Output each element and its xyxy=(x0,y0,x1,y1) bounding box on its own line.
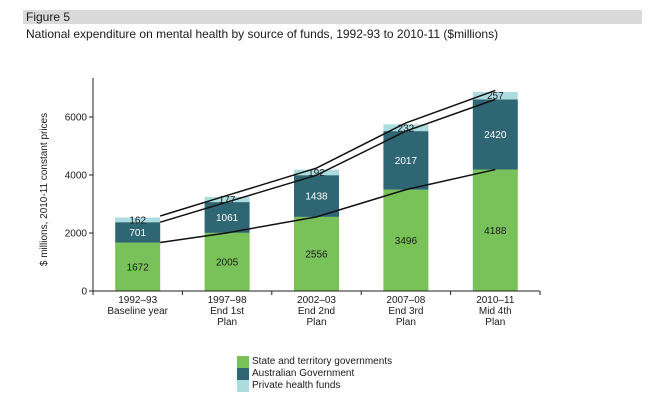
data-label-australian-4: 2420 xyxy=(484,130,507,141)
legend-item-private: Private health funds xyxy=(237,380,392,392)
x-tick-label-1-0: 1997–98 xyxy=(208,295,247,306)
data-label-state-4: 4188 xyxy=(484,226,507,237)
x-tick-label-3-1: End 3rd xyxy=(388,306,423,317)
y-tick-label-4000: 4000 xyxy=(65,171,88,182)
figure-label: Figure 5 xyxy=(26,10,71,24)
x-tick-label-3-0: 2007–08 xyxy=(386,295,425,306)
bar-private-3 xyxy=(383,124,429,132)
data-label-australian-0: 701 xyxy=(129,228,146,239)
y-axis-title: $ millions, 2010-11 constant prices xyxy=(39,113,50,266)
bar-state-1 xyxy=(204,232,250,291)
stacked-bar-chart: 1672 701 162 2005 1061 177 2556 1438 192 3496 2017… xyxy=(39,78,541,328)
x-tick-label-2-0: 2002–03 xyxy=(297,295,336,306)
x-tick-label-4-0: 2010–11 xyxy=(476,295,515,306)
x-tick-label-4-2: Plan xyxy=(485,317,505,328)
data-label-australian-3: 2017 xyxy=(395,156,418,167)
data-label-australian-1: 1061 xyxy=(216,213,239,224)
connector-line-private xyxy=(159,89,496,217)
bar-australian-3 xyxy=(383,131,429,190)
data-label-private-2: 192 xyxy=(308,168,325,179)
legend-swatch-state xyxy=(237,356,249,368)
data-label-private-4: 257 xyxy=(487,91,504,102)
data-label-private-0: 162 xyxy=(129,215,146,226)
x-tick-label-1-2: Plan xyxy=(217,317,237,328)
data-label-state-1: 2005 xyxy=(216,257,239,268)
bar-australian-0 xyxy=(115,222,161,243)
bar-state-2 xyxy=(294,216,339,291)
data-label-state-2: 2556 xyxy=(305,249,328,260)
legend: State and territory governments Australi… xyxy=(237,356,392,392)
data-label-private-1: 177 xyxy=(219,195,236,206)
connector-line-state xyxy=(160,168,496,244)
legend-item-australian: Australian Government xyxy=(237,368,392,380)
figure-label-band xyxy=(23,10,642,24)
y-tick-label-2000: 2000 xyxy=(65,229,88,240)
bar-state-4 xyxy=(472,169,518,291)
legend-swatch-australian xyxy=(237,368,249,380)
data-label-australian-2: 1438 xyxy=(305,192,328,203)
figure-title: National expenditure on mental health by… xyxy=(26,27,499,41)
x-tick-label-2-1: End 2nd xyxy=(298,306,335,317)
x-tick-label-3-2: Plan xyxy=(396,317,416,328)
legend-label-state: State and territory governments xyxy=(252,356,393,367)
legend-item-state: State and territory governments xyxy=(237,356,392,368)
bar-private-0 xyxy=(115,217,161,223)
legend-label-private: Private health funds xyxy=(252,380,341,391)
bar-state-3 xyxy=(383,189,429,291)
y-tick-label-6000: 6000 xyxy=(65,113,88,124)
data-label-private-3: 232 xyxy=(398,123,415,134)
bar-private-4 xyxy=(472,91,518,100)
x-tick-label-2-2: Plan xyxy=(306,317,326,328)
x-tick-label-0-1: Baseline year xyxy=(107,306,168,317)
x-tick-label-1-1: End 1st xyxy=(210,306,244,317)
y-tick-label-0: 0 xyxy=(81,287,87,298)
bar-australian-4 xyxy=(472,99,518,170)
legend-swatch-private xyxy=(237,380,249,392)
bar-private-2 xyxy=(294,169,339,176)
data-label-state-3: 3496 xyxy=(395,236,418,247)
x-tick-label-4-1: Mid 4th xyxy=(479,306,512,317)
data-label-state-0: 1672 xyxy=(127,262,150,273)
connector-line-australian xyxy=(159,98,496,223)
x-tick-label-0-0: 1992–93 xyxy=(118,295,157,306)
bar-state-0 xyxy=(115,242,161,291)
bar-private-1 xyxy=(204,196,250,203)
bar-australian-2 xyxy=(294,175,339,217)
legend-label-australian: Australian Government xyxy=(252,368,355,379)
